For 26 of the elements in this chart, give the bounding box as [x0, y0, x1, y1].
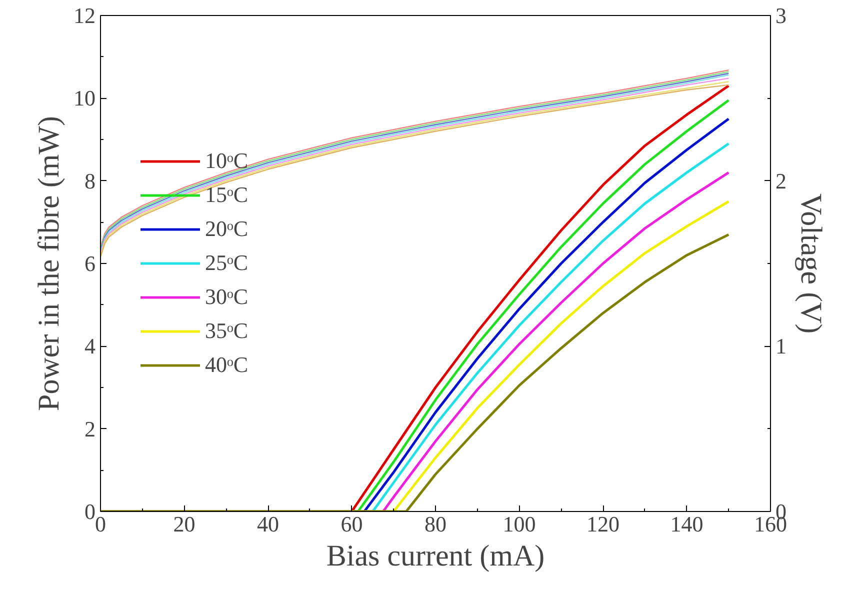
legend-label: 25ᵒC	[205, 249, 248, 277]
y-tick-label: 6	[84, 251, 96, 276]
legend-label: 35ᵒC	[205, 317, 248, 345]
y-tick-label: 12	[74, 3, 96, 28]
x-tick-label: 20	[173, 512, 196, 536]
x-tick-label: 40	[257, 512, 279, 536]
y-tick-label: 8	[84, 168, 96, 194]
x-axis-title: Bias current (mA)	[326, 540, 545, 572]
legend-label: 20ᵒC	[205, 215, 248, 243]
x-tick-label: 120	[586, 512, 620, 536]
x-tick-label: 60	[340, 512, 363, 536]
y-tick-label: 2	[84, 416, 96, 442]
x-tick-label: 100	[502, 512, 536, 536]
y2-tick-label: 1	[776, 334, 786, 359]
legend-label: 40ᵒC	[205, 351, 248, 379]
y-axis-title: Power in the fibre (mW)	[32, 116, 66, 411]
y2-axis-title: Voltage (V)	[794, 193, 828, 334]
legend-label: 10ᵒC	[205, 147, 248, 175]
x-tick-label: 140	[670, 512, 704, 536]
y2-tick-label: 3	[776, 3, 786, 28]
y-tick-label: 10	[74, 86, 96, 111]
x-tick-label: 80	[424, 512, 446, 536]
legend-label: 30ᵒC	[205, 283, 248, 311]
y2-tick-label: 2	[776, 168, 786, 194]
legend-label: 15ᵒC	[205, 181, 248, 209]
y-tick-label: 4	[84, 334, 96, 359]
